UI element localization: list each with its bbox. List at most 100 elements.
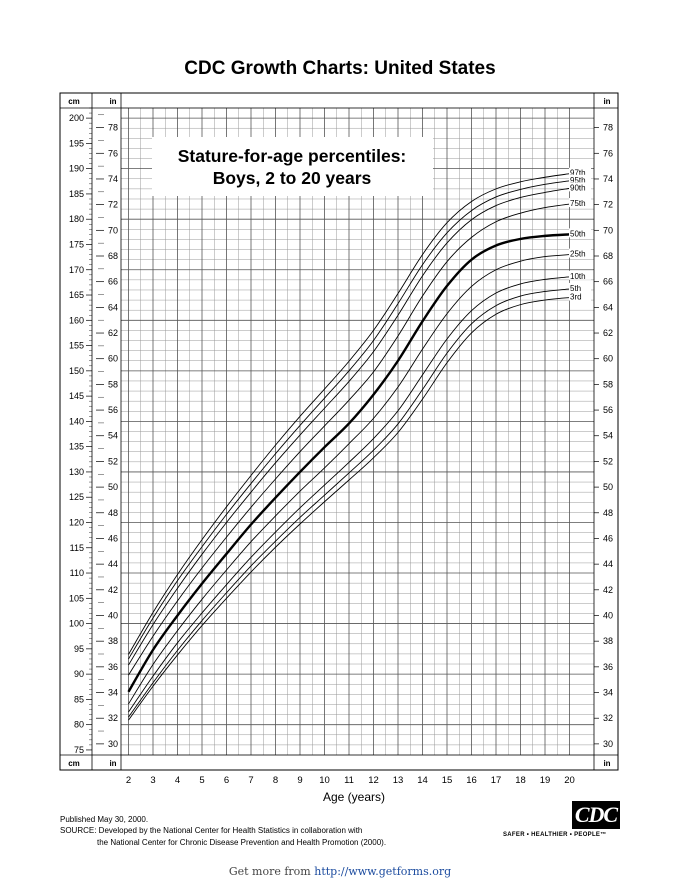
right-in-tick-label: 32 [603, 713, 613, 723]
chart-title-line1: Stature-for-age percentiles: [178, 146, 407, 166]
age-tick-label: 5 [199, 775, 204, 786]
series-line-95th [128, 180, 570, 660]
in-tick-label: 38 [108, 636, 118, 646]
age-tick-label: 17 [491, 775, 502, 786]
cm-tick-label: 175 [69, 239, 84, 249]
cm-tick-label: 85 [74, 694, 84, 704]
series-label-bg [569, 198, 591, 208]
in-unit-bottom: in [109, 759, 116, 768]
cm-tick-label: 185 [69, 189, 84, 199]
in-tick-label: 44 [108, 559, 118, 569]
age-tick-label: 12 [368, 775, 379, 786]
cm-unit-top: cm [68, 97, 80, 106]
age-tick-label: 11 [344, 775, 354, 786]
in-tick-label: 30 [108, 739, 118, 749]
series-line-3rd [128, 297, 570, 721]
series-label-bg [569, 248, 591, 258]
right-in-tick-label: 64 [603, 302, 613, 312]
series-label-97th: 97th [570, 169, 586, 178]
axis-bottom: 2 3 4 5 6 7 8 9 10 11 12 13 14 15 16 17 18 19 20 [126, 775, 575, 786]
source-note-cont: the National Center for Chronic Disease … [97, 838, 387, 847]
right-in-tick-label: 68 [603, 251, 613, 261]
in-tick-label: 34 [108, 688, 118, 698]
right-in-tick-label: 52 [603, 456, 613, 466]
cm-tick-label: 140 [69, 416, 84, 426]
in-tick-label: 46 [108, 533, 118, 543]
series-lines [127, 173, 570, 721]
age-tick-label: 4 [175, 775, 180, 786]
right-in-tick-label: 50 [603, 482, 613, 492]
series-label-bg [569, 270, 591, 280]
cm-unit-bottom: cm [68, 759, 80, 768]
cm-tick-label: 180 [69, 214, 84, 224]
cm-tick-label: 155 [69, 341, 84, 351]
series-label-50th: 50th [570, 229, 586, 238]
right-in-tick-label: 58 [603, 379, 613, 389]
right-in-unit-top: in [603, 97, 610, 106]
age-tick-label: 10 [319, 775, 330, 786]
age-tick-label: 19 [540, 775, 551, 786]
in-tick-label: 56 [108, 405, 118, 415]
cm-tick-label: 75 [74, 745, 84, 755]
cm-tick-label: 115 [70, 543, 84, 553]
right-in-tick-label: 40 [603, 610, 613, 620]
age-tick-label: 18 [515, 775, 526, 786]
age-tick-label: 7 [248, 775, 253, 786]
grid-minor [121, 107, 594, 756]
series-line-10th [128, 276, 570, 713]
getmore-link[interactable]: http://www.getforms.org [314, 865, 452, 878]
age-tick-label: 16 [466, 775, 477, 786]
cm-tick-label: 110 [70, 568, 84, 578]
series-line-97th [128, 173, 570, 655]
right-in-unit-bottom: in [603, 759, 610, 768]
axis-left-cm: cm cm 75 80 85 90 95 100 105 110 115 120 125 130 135 14… [68, 93, 93, 770]
age-tick-label: 3 [150, 775, 155, 786]
right-in-tick-label: 36 [603, 662, 613, 672]
series-label-5th: 5th [570, 284, 581, 293]
getmore-prefix: Get more from [228, 865, 315, 878]
age-tick-label: 15 [442, 775, 453, 786]
cm-tick-label: 165 [69, 290, 84, 300]
cm-tick-label: 105 [69, 593, 84, 603]
in-tick-label: 64 [108, 302, 118, 312]
series-label-25th: 25th [570, 250, 586, 259]
in-tick-label: 62 [108, 328, 118, 338]
chart-title-line2: Boys, 2 to 20 years [213, 168, 372, 188]
right-in-tick-label: 44 [603, 559, 613, 569]
age-tick-label: 14 [417, 775, 428, 786]
series-label-90th: 90th [570, 183, 586, 192]
series-line-50th [127, 233, 570, 693]
series-label-bg [569, 282, 591, 292]
right-in-tick-label: 70 [603, 225, 613, 235]
in-tick-label: 60 [108, 354, 118, 364]
cm-tick-label: 160 [69, 315, 84, 325]
grid-major [60, 107, 618, 756]
age-tick-label: 8 [273, 775, 278, 786]
axis-right-in: in in 30 32 34 36 38 40 42 44 46 48 50 52 54 56 58 60 62 64… [593, 93, 613, 770]
cm-tick-label: 125 [69, 492, 84, 502]
getmore-footer: Get more from http://www.getforms.org [0, 865, 680, 878]
age-tick-label: 2 [126, 775, 131, 786]
right-in-tick-label: 34 [603, 688, 613, 698]
in-unit-top: in [109, 97, 116, 106]
right-in-tick-label: 48 [603, 508, 613, 518]
right-in-tick-label: 42 [603, 585, 613, 595]
in-tick-label: 58 [108, 379, 118, 389]
cm-tick-label: 170 [69, 265, 84, 275]
in-tick-label: 72 [108, 200, 118, 210]
cm-tick-label: 95 [74, 644, 84, 654]
right-in-tick-label: 74 [603, 174, 613, 184]
series-label-3rd: 3rd [570, 293, 582, 302]
cdc-tagline: SAFER • HEALTHIER • PEOPLE™ [503, 832, 607, 838]
source-note: SOURCE: Developed by the National Center… [60, 826, 363, 835]
right-in-tick-label: 62 [603, 328, 613, 338]
right-in-tick-label: 56 [603, 405, 613, 415]
chart-title-box: Stature-for-age percentiles: Boys, 2 to … [152, 137, 433, 196]
series-label-10th: 10th [570, 272, 586, 281]
in-tick-label: 66 [108, 277, 118, 287]
cm-tick-label: 135 [69, 442, 84, 452]
in-tick-label: 68 [108, 251, 118, 261]
cm-tick-label: 145 [69, 391, 84, 401]
right-in-tick-label: 46 [603, 533, 613, 543]
